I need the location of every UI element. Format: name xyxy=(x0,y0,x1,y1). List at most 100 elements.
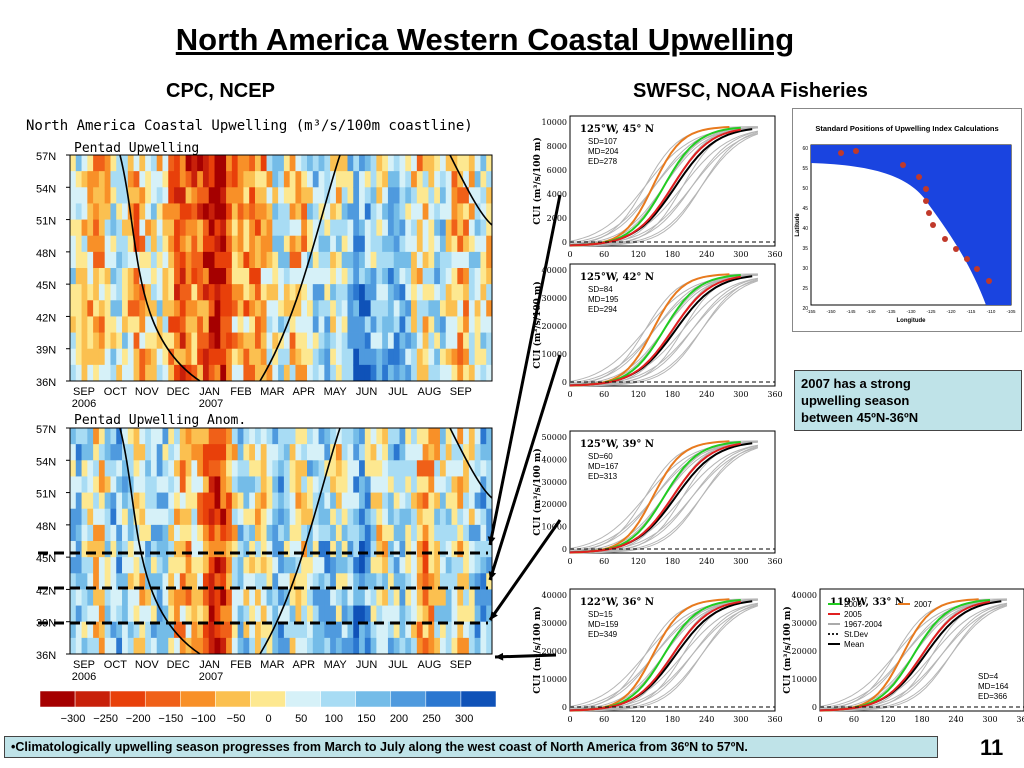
hovmoller-cell xyxy=(341,364,348,382)
hovmoller-cell xyxy=(382,203,389,220)
hovmoller-cell xyxy=(445,524,452,542)
station-label: 122°W, 36° N xyxy=(580,597,654,608)
hovmoller-cell xyxy=(81,476,88,493)
hovmoller-cell xyxy=(439,251,447,269)
hovmoller-cell xyxy=(364,428,371,445)
y-tick-label: 10000 xyxy=(792,675,817,684)
hovmoller-cell xyxy=(179,171,187,188)
hovmoller-cell xyxy=(202,268,210,285)
hovmoller-cell xyxy=(411,460,418,477)
hovmoller-cell xyxy=(283,348,291,366)
hovmoller-cell xyxy=(428,348,435,366)
map-lon-tick: -115 xyxy=(967,309,976,314)
hovmoller-cell xyxy=(81,316,88,333)
hovmoller-cell xyxy=(260,316,267,333)
y-tick-label: 10000 xyxy=(542,118,567,127)
map-lon-tick: -130 xyxy=(906,309,916,314)
hovmoller-cell xyxy=(139,605,146,623)
hovmoller-cell xyxy=(214,444,221,461)
hovmoller-cell xyxy=(231,541,239,558)
hovmoller-cell xyxy=(226,621,233,639)
hovmoller-cell xyxy=(243,605,250,623)
hovmoller-cell xyxy=(457,219,464,237)
hovmoller-cell xyxy=(81,508,88,526)
hovmoller-cell xyxy=(289,557,296,574)
hovmoller-cell xyxy=(434,508,441,526)
hovmoller-cell xyxy=(439,524,447,542)
hovmoller-cell xyxy=(104,476,111,493)
hovmoller-cell xyxy=(422,364,429,382)
hovmoller-cell xyxy=(428,557,435,574)
hovmoller-cell xyxy=(387,235,395,253)
hovmoller-cell xyxy=(168,219,175,237)
map-lat-tick: 45 xyxy=(802,206,808,212)
hovmoller-cell xyxy=(324,364,331,382)
x-tick-label: 300 xyxy=(733,390,748,399)
hovmoller-cell xyxy=(445,348,452,366)
hovmoller-cell xyxy=(359,203,366,220)
hovmoller-cell xyxy=(428,605,435,623)
hovmoller-cell xyxy=(324,235,331,253)
note-box: 2007 has a strong upwelling season betwe… xyxy=(794,370,1022,431)
hovmoller-cell xyxy=(98,284,106,301)
hovmoller-cell xyxy=(162,605,169,623)
hovmoller-cell xyxy=(133,589,140,606)
hovmoller-cell xyxy=(104,155,111,172)
stat-ed: ED=313 xyxy=(588,472,618,481)
hovmoller-cell xyxy=(434,300,441,317)
hovmoller-cell xyxy=(231,573,239,590)
hovmoller-cell xyxy=(330,316,337,333)
hovmoller-cell xyxy=(416,605,424,623)
hovmoller-cell xyxy=(393,444,400,461)
hovmoller-cell xyxy=(81,348,88,366)
hovmoller-cell xyxy=(330,524,337,542)
hovmoller-cell xyxy=(312,155,319,172)
legend-label: Mean xyxy=(844,640,864,649)
hovmoller-cell xyxy=(127,348,134,366)
hovmoller-cell xyxy=(93,284,100,301)
hovmoller-cell xyxy=(335,605,343,623)
land-mass xyxy=(811,145,1011,305)
hovmoller-cell xyxy=(70,203,77,220)
hovmoller-cell xyxy=(81,541,88,558)
hovmoller-cell xyxy=(260,476,267,493)
hovmoller-cell xyxy=(139,492,146,510)
hovmoller-cell xyxy=(341,187,348,204)
hovmoller-cell xyxy=(307,476,314,493)
hovmoller-cell xyxy=(439,171,447,188)
hovmoller-cell xyxy=(156,492,163,510)
hovmoller-cell xyxy=(202,187,210,204)
hovmoller-cell xyxy=(179,557,187,574)
hovmoller-cell xyxy=(254,444,262,461)
hovmoller-cell xyxy=(266,428,273,445)
hovmoller-cell xyxy=(451,541,458,558)
hovmoller-cell xyxy=(324,621,331,639)
hovmoller-cell xyxy=(98,332,106,350)
hovmoller-cell xyxy=(231,589,239,606)
hovmoller-cell xyxy=(341,219,348,237)
station-marker xyxy=(838,150,844,156)
map-lat-tick: 50 xyxy=(802,186,808,192)
hovmoller-cell xyxy=(75,476,82,493)
hovmoller-cell xyxy=(393,348,400,366)
hovmoller-cell xyxy=(174,605,181,623)
hovmoller-cell xyxy=(451,557,458,574)
hovmoller-cell xyxy=(81,444,88,461)
hovmoller-cell xyxy=(457,476,464,493)
hovmoller-cell xyxy=(434,492,441,510)
stat-ed: ED=366 xyxy=(978,692,1008,701)
hovmoller-cell xyxy=(393,589,400,606)
hovmoller-cell xyxy=(330,508,337,526)
latitude-label: 48N xyxy=(36,521,56,533)
hovmoller-cell xyxy=(324,428,331,445)
hovmoller-cell xyxy=(179,589,187,606)
hovmoller-cell xyxy=(393,524,400,542)
hovmoller-cell xyxy=(330,637,337,655)
hovmoller-cell xyxy=(214,524,221,542)
hovmoller-cell xyxy=(122,300,129,317)
hovmoller-cell xyxy=(139,573,146,590)
hovmoller-cell xyxy=(254,605,262,623)
hovmoller-cell xyxy=(197,508,204,526)
hovmoller-cell xyxy=(70,508,77,526)
hovmoller-cell xyxy=(451,235,458,253)
